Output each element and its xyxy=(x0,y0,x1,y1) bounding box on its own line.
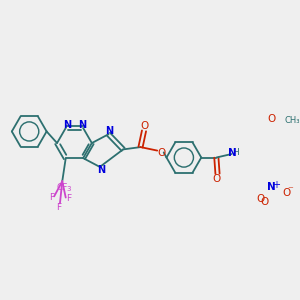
Text: O: O xyxy=(261,196,269,207)
Text: 3: 3 xyxy=(67,186,71,192)
Text: CH₃: CH₃ xyxy=(284,116,300,125)
Text: O: O xyxy=(157,148,166,158)
Text: H: H xyxy=(232,148,239,158)
Text: F: F xyxy=(56,203,61,212)
Text: N: N xyxy=(228,148,237,158)
Text: N: N xyxy=(97,165,105,176)
Text: N: N xyxy=(63,119,71,130)
Text: ⁻: ⁻ xyxy=(287,185,293,195)
Text: O: O xyxy=(268,114,276,124)
Text: O: O xyxy=(140,121,148,131)
Text: +: + xyxy=(272,180,280,190)
Text: CF: CF xyxy=(57,183,68,192)
Text: N: N xyxy=(267,182,276,192)
Text: O: O xyxy=(212,174,220,184)
Text: O: O xyxy=(257,194,265,204)
Text: N: N xyxy=(106,126,114,136)
Text: F: F xyxy=(49,193,54,202)
Text: N: N xyxy=(78,119,86,130)
Text: O: O xyxy=(282,188,290,198)
Text: F: F xyxy=(66,194,71,203)
